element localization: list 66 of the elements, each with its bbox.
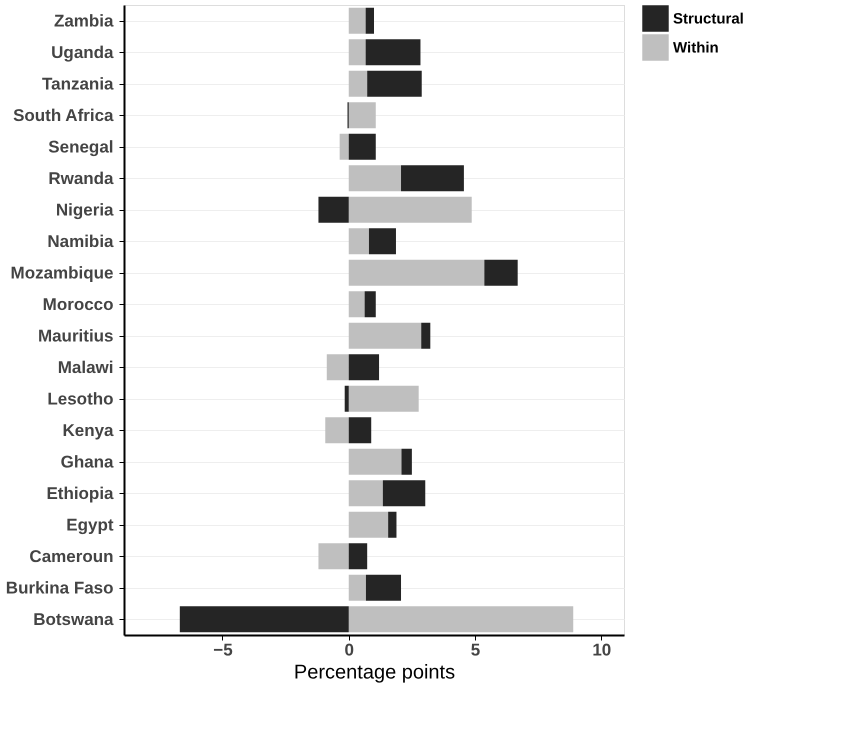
bar xyxy=(348,134,376,160)
bar xyxy=(318,543,349,570)
bar xyxy=(388,512,396,538)
y-tick-label: Uganda xyxy=(51,42,114,62)
y-tick-label: Zambia xyxy=(54,11,114,30)
y-tick-label: Namibia xyxy=(47,232,114,251)
y-tick-label: Burkina Faso xyxy=(6,578,114,598)
bar xyxy=(348,39,366,66)
bar xyxy=(366,574,402,601)
y-tick-label: Senegal xyxy=(48,137,114,156)
bar xyxy=(348,291,365,318)
bar xyxy=(364,291,376,318)
bar xyxy=(348,102,376,128)
bar xyxy=(348,448,402,475)
bar xyxy=(348,354,380,380)
bar xyxy=(348,260,484,286)
bar xyxy=(367,70,422,97)
x-tick-label: 10 xyxy=(592,640,612,660)
bar xyxy=(180,606,349,632)
bar xyxy=(348,70,368,97)
bar xyxy=(340,134,349,160)
bar xyxy=(348,8,366,34)
bar xyxy=(318,196,349,223)
bar xyxy=(366,8,374,34)
bar xyxy=(326,354,349,380)
bar xyxy=(401,165,464,192)
bar xyxy=(402,448,412,475)
y-tick-label: Ghana xyxy=(60,452,114,472)
y-tick-label: Rwanda xyxy=(48,168,114,188)
bar xyxy=(348,386,419,412)
bar xyxy=(348,574,366,601)
x-tick-label: 0 xyxy=(344,640,354,660)
y-tick-label: Lesotho xyxy=(47,389,114,408)
x-tick-label: −5 xyxy=(213,640,233,660)
y-tick-label: Malawi xyxy=(58,358,114,377)
bar xyxy=(348,417,372,444)
y-tick-label: Mozambique xyxy=(10,263,114,282)
y-tick-label: Cameroun xyxy=(29,546,114,566)
y-tick-label: Ethiopia xyxy=(46,484,114,503)
y-tick-label: Botswana xyxy=(33,610,114,629)
bar xyxy=(484,260,518,286)
bar xyxy=(348,543,368,570)
legend-label: Structural xyxy=(673,10,744,28)
bar xyxy=(348,480,383,506)
bar xyxy=(368,228,396,254)
bar xyxy=(348,165,402,192)
bar xyxy=(382,480,426,506)
bar xyxy=(421,322,430,349)
bar xyxy=(348,228,369,254)
x-axis-title: Percentage points xyxy=(294,662,456,684)
y-tick-label: Kenya xyxy=(62,420,114,440)
y-tick-label: Nigeria xyxy=(56,200,114,220)
bar xyxy=(348,196,472,223)
bar xyxy=(348,512,388,538)
bar xyxy=(344,386,349,412)
bar xyxy=(348,322,422,349)
y-tick-label: Egypt xyxy=(66,515,114,534)
y-tick-label: Mauritius xyxy=(38,326,114,346)
y-tick-label: Morocco xyxy=(42,294,114,314)
x-tick-label: 5 xyxy=(470,640,480,660)
bar xyxy=(325,417,349,444)
legend-label: Within xyxy=(673,40,719,56)
y-tick-label: Tanzania xyxy=(42,74,114,94)
bar xyxy=(366,39,420,66)
bar xyxy=(348,606,574,632)
y-tick-label: South Africa xyxy=(13,106,114,125)
